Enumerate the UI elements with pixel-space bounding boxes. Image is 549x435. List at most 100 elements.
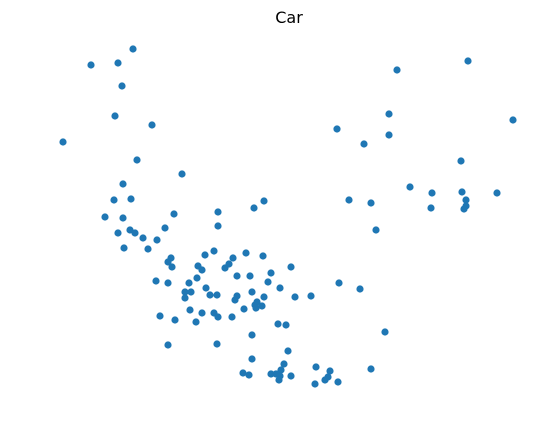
scatter-point <box>131 229 139 237</box>
scatter-points <box>59 45 517 388</box>
scatter-point <box>385 131 393 139</box>
scatter-point <box>228 313 236 321</box>
scatter-point <box>186 306 194 314</box>
scatter-point <box>428 189 436 197</box>
scatter-point <box>240 305 248 313</box>
scatter-point <box>187 288 195 296</box>
scatter-point <box>367 199 375 207</box>
scatter-point <box>152 277 160 285</box>
scatter-point <box>214 313 222 321</box>
scatter-point <box>111 112 119 120</box>
scatter-point <box>334 378 342 386</box>
scatter-point <box>259 252 267 260</box>
scatter-point <box>275 376 283 384</box>
scatter-point <box>248 288 256 296</box>
scatter-point <box>214 208 222 216</box>
scatter-point <box>287 372 295 380</box>
scatter-point <box>185 279 193 287</box>
scatter-point <box>87 61 95 69</box>
scatter-point <box>458 188 466 196</box>
scatter-point <box>258 302 266 310</box>
scatter-point <box>360 140 368 148</box>
scatter-point <box>335 279 343 287</box>
chart-title: Car <box>275 8 303 27</box>
scatter-point <box>59 138 67 146</box>
scatter-point <box>406 183 414 191</box>
scatter-point <box>119 214 127 222</box>
scatter-point <box>161 224 169 232</box>
scatter-point <box>276 284 284 292</box>
scatter-point <box>202 284 210 292</box>
scatter-point <box>114 229 122 237</box>
scatter-point <box>462 196 470 204</box>
scatter-point <box>277 366 285 374</box>
scatter-point <box>287 263 295 271</box>
scatter-point <box>356 285 364 293</box>
scatter-point <box>192 318 200 326</box>
scatter-point <box>214 222 222 230</box>
scatter-point <box>393 66 401 74</box>
scatter-point <box>120 244 128 252</box>
scatter-point <box>460 205 468 213</box>
scatter-point <box>280 360 288 368</box>
scatter-point <box>333 125 341 133</box>
scatter-point <box>164 341 172 349</box>
scatter-point <box>101 213 109 221</box>
scatter-point <box>168 263 176 271</box>
scatter-point <box>509 116 517 124</box>
scatter-point <box>229 254 237 262</box>
scatter-point <box>170 210 178 218</box>
scatter-point <box>464 57 472 65</box>
scatter-point <box>213 291 221 299</box>
scatter-point <box>248 355 256 363</box>
scatter-point <box>242 249 250 257</box>
scatter-point <box>156 312 164 320</box>
scatter-point <box>148 121 156 129</box>
scatter-point <box>118 82 126 90</box>
scatter-point <box>311 380 319 388</box>
scatter-point <box>181 288 189 296</box>
scatter-point <box>457 157 465 165</box>
scatter-point <box>233 272 241 280</box>
scatter-point <box>385 110 393 118</box>
scatter-point <box>225 260 233 268</box>
scatter-point <box>345 196 353 204</box>
scatter-point <box>164 258 172 266</box>
scatter-point <box>282 321 290 329</box>
scatter-point <box>144 245 152 253</box>
scatter-point <box>248 331 256 339</box>
scatter-point <box>178 170 186 178</box>
scatter-point <box>260 197 268 205</box>
scatter-point <box>427 204 435 212</box>
scatter-point <box>129 45 137 53</box>
scatter-point <box>326 367 334 375</box>
scatter-point <box>164 279 172 287</box>
scatter-point <box>367 365 375 373</box>
scatter-point <box>171 316 179 324</box>
scatter-point <box>284 347 292 355</box>
scatter-point <box>198 266 206 274</box>
scatter-point <box>252 304 260 312</box>
scatter-point <box>119 180 127 188</box>
scatter-point <box>201 251 209 259</box>
scatter-point <box>267 269 275 277</box>
scatter-point <box>493 189 501 197</box>
scatter-point <box>153 236 161 244</box>
scatter-point <box>198 309 206 317</box>
scatter-point <box>239 369 247 377</box>
scatter-point <box>307 292 315 300</box>
scatter-point <box>139 234 147 242</box>
scatter-point <box>213 340 221 348</box>
scatter-point <box>267 370 275 378</box>
scatter-point <box>381 328 389 336</box>
scatter-point <box>114 59 122 67</box>
scatter-point <box>245 371 253 379</box>
scatter-point <box>233 292 241 300</box>
scatter-point <box>210 247 218 255</box>
scatter-point <box>291 293 299 301</box>
scatter-point <box>110 196 118 204</box>
scatter-point <box>127 195 135 203</box>
scatter-point <box>246 272 254 280</box>
scatter-point <box>181 294 189 302</box>
